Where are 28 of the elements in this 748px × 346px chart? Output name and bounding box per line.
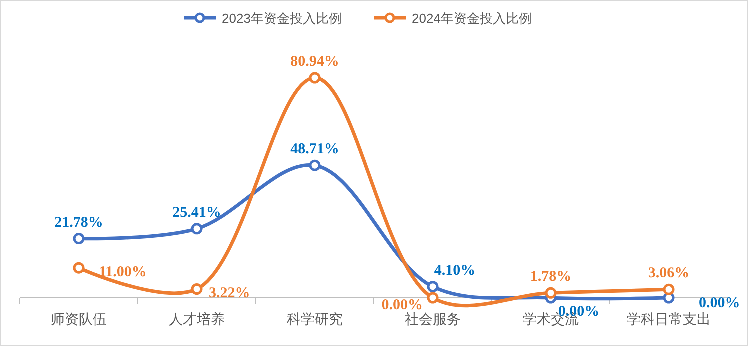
data-label: 11.00% — [99, 264, 147, 281]
point — [663, 284, 675, 296]
point — [191, 284, 203, 295]
data-label: 0.00% — [699, 295, 740, 312]
data-label: 0.00% — [382, 297, 423, 314]
legend-label: 2024年资金投入比例 — [412, 11, 532, 26]
legend-label: 2023年资金投入比例 — [222, 11, 342, 26]
data-label: 21.78% — [54, 214, 104, 231]
point — [545, 287, 557, 299]
data-label: 25.41% — [172, 204, 222, 221]
data-label: 4.10% — [434, 262, 476, 279]
x-tick-label: 人才培养 — [169, 311, 225, 327]
point — [73, 233, 85, 245]
point — [309, 160, 321, 172]
point — [309, 72, 321, 84]
point — [427, 281, 439, 293]
point — [191, 223, 203, 235]
point — [73, 262, 85, 274]
point — [427, 292, 439, 304]
data-label: 80.94% — [290, 54, 340, 70]
data-label: 3.06% — [648, 266, 690, 282]
data-label: 1.78% — [530, 269, 572, 286]
x-tick-label: 社会服务 — [405, 311, 461, 327]
x-tick-label: 科学研究 — [287, 311, 343, 327]
x-tick-label: 师资队伍 — [51, 311, 107, 327]
x-tick-label: 学科日常支出 — [627, 311, 711, 327]
data-label: 3.22% — [209, 286, 250, 302]
data-label: 48.71% — [290, 142, 340, 158]
